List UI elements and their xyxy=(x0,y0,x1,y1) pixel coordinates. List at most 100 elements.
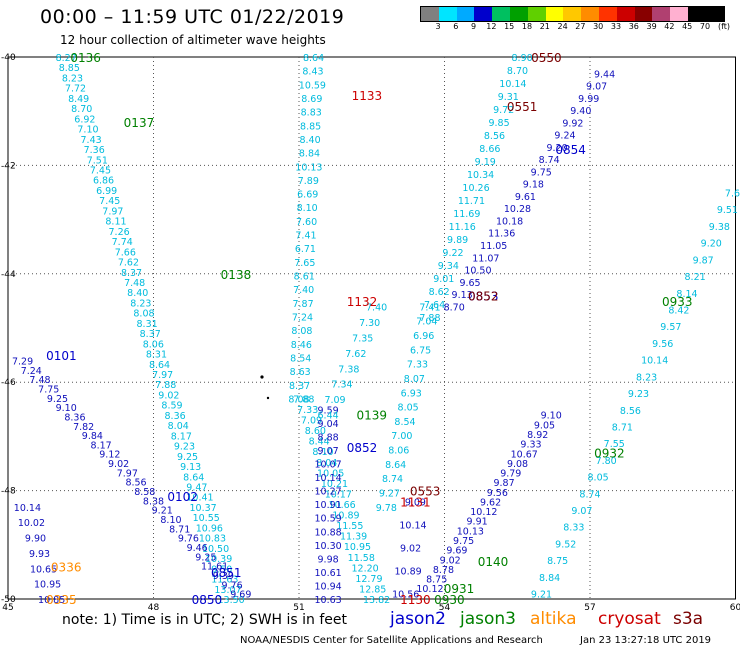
swh-value: 8.74 xyxy=(382,474,403,485)
colorbar-label: 24 xyxy=(557,22,568,31)
swh-value: 7.45 xyxy=(90,165,111,176)
swh-value: 10.27 xyxy=(314,487,341,498)
swh-value: 8.56 xyxy=(125,478,146,489)
swh-value: 9.13 xyxy=(180,462,201,473)
swh-value: 10.55 xyxy=(193,513,220,524)
swh-value: 9.76 xyxy=(178,534,199,545)
swh-value: 7.72 xyxy=(65,84,86,95)
swh-value: 6.92 xyxy=(74,114,95,125)
pass-time-label: 0852 xyxy=(347,441,378,455)
swh-value: 9.21 xyxy=(531,590,552,601)
swh-value: 7.36 xyxy=(84,145,105,156)
swh-value: 9.56 xyxy=(652,339,673,350)
swh-value: 9.38 xyxy=(709,222,730,233)
swh-value: 8.70 xyxy=(507,66,528,77)
swh-value: 9.98 xyxy=(318,554,339,565)
swh-value: 6.96 xyxy=(413,331,434,342)
swh-value: 12.79 xyxy=(355,574,382,585)
swh-value: 13.07 xyxy=(214,585,241,596)
swh-value: 9.92 xyxy=(562,118,583,129)
swh-value: 9.25 xyxy=(195,552,216,563)
axis-labels: 45 48 51 54 57 60 -40 -42 -44 -46 -48 -50 xyxy=(1,53,740,613)
colorbar-swatch xyxy=(421,7,439,21)
swh-value: 8.10 xyxy=(312,447,333,458)
swh-value: 10.37 xyxy=(189,503,216,514)
swh-value: 8.04 xyxy=(168,421,189,432)
swh-value: 6.69 xyxy=(297,190,318,201)
swh-value: 7.43 xyxy=(81,135,102,146)
swh-value: 9.25 xyxy=(47,394,68,405)
lat-label: -42 xyxy=(1,161,16,171)
swh-value: 7.41 xyxy=(295,231,316,242)
swh-value: 6.75 xyxy=(410,345,431,356)
swh-value: 7.29 xyxy=(12,357,33,368)
colorbar-label: 70 xyxy=(699,22,711,31)
swh-value: 7.87 xyxy=(292,299,313,310)
swh-value: 11.69 xyxy=(453,209,480,220)
swh-value: 9.84 xyxy=(82,431,103,442)
swh-value: 9.07 xyxy=(318,446,339,457)
swh-value: 9.23 xyxy=(628,389,649,400)
colorbar-label: 36 xyxy=(628,22,639,31)
swh-value: 7.88 xyxy=(419,313,440,324)
swh-value: 8.37 xyxy=(289,381,310,392)
pass-time-label: 0139 xyxy=(356,409,387,423)
colorbar-label: 15 xyxy=(504,22,515,31)
swh-value: 9.93 xyxy=(29,549,50,560)
swh-value: 9.91 xyxy=(467,517,488,528)
swh-value: 9.56 xyxy=(487,488,508,499)
colorbar-swatch xyxy=(670,7,688,21)
swh-value: 7.45 xyxy=(99,196,120,207)
swh-value: 11.58 xyxy=(348,553,375,564)
pass-time-label: 0931 xyxy=(444,582,475,596)
swh-value: 9.69 xyxy=(446,546,467,557)
swh-value: 11.05 xyxy=(480,241,507,252)
swh-value: 8.23 xyxy=(636,372,657,383)
swh-value: 9.12 xyxy=(99,450,120,461)
swh-value: 9.61 xyxy=(515,192,536,203)
swh-value: 8.27 xyxy=(56,53,77,64)
swh-value: 8.66 xyxy=(479,144,500,155)
colorbar-swatch xyxy=(652,7,671,21)
colorbar-swatch xyxy=(456,7,475,21)
swh-value: 7.04 xyxy=(416,317,437,328)
swh-value: 8.56 xyxy=(484,131,505,142)
swh-value: 8.64 xyxy=(149,360,170,371)
colorbar-label: 33 xyxy=(610,22,622,31)
swh-value: 10.39 xyxy=(205,554,232,565)
swh-value: 10.61 xyxy=(314,568,341,579)
swh-value: 10.95 xyxy=(344,542,371,553)
swh-value: 6.86 xyxy=(93,176,114,187)
pass-time-label: 0854 xyxy=(555,143,586,157)
colorbar-swatch xyxy=(545,7,564,21)
swh-value: 8.84 xyxy=(299,149,320,160)
swh-value: 7.97 xyxy=(102,206,123,217)
swh-value: 7.62 xyxy=(345,349,366,360)
swh-value: 8.64 xyxy=(303,53,324,64)
swh-value: 8.74 xyxy=(539,155,560,166)
colorbar-label: 12 xyxy=(486,22,497,31)
swh-value: 7.35 xyxy=(352,333,373,344)
swh-value: 11.61 xyxy=(201,562,228,573)
colorbar-label: 9 xyxy=(471,22,477,31)
swh-value: 8.71 xyxy=(169,524,190,535)
swh-value: 10.59 xyxy=(299,80,326,91)
swh-value: 9.20 xyxy=(546,143,567,154)
swh-value: 8.56 xyxy=(620,406,641,417)
pass-time-label: 1131 xyxy=(400,495,431,509)
swh-value: 11.07 xyxy=(472,253,499,264)
swh-value: 9.44 xyxy=(594,69,615,80)
swh-value: 7.48 xyxy=(29,375,50,386)
swh-value: 8.10 xyxy=(297,203,318,214)
pass-time-label: 0930 xyxy=(434,593,465,607)
swh-value: 10.83 xyxy=(199,534,226,545)
swh-value: 9.89 xyxy=(447,235,468,246)
lat-label: -46 xyxy=(1,378,16,388)
swh-value: 9.05 xyxy=(534,420,555,431)
swh-colorbar xyxy=(420,6,725,22)
colorbar-label: 21 xyxy=(539,22,550,31)
swh-value: 9.10 xyxy=(541,411,562,422)
swh-value: 10.94 xyxy=(314,581,341,592)
swh-value: 10.26 xyxy=(462,183,489,194)
swh-value: 7.09 xyxy=(301,416,322,427)
